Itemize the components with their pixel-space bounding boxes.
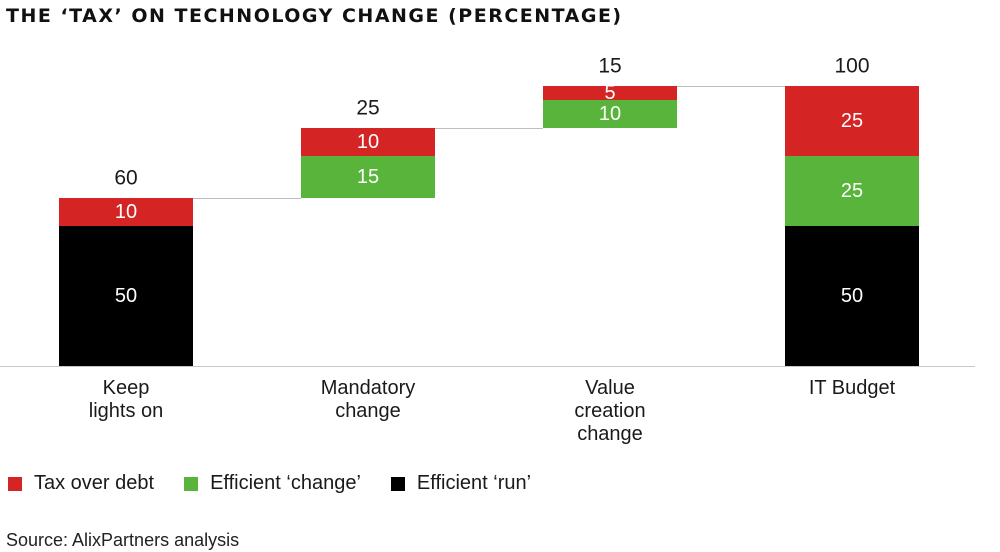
category-label: Mandatory bbox=[321, 377, 416, 399]
category-label: creation bbox=[574, 400, 645, 422]
legend-label-change: Efficient ‘change’ bbox=[210, 472, 361, 494]
category-label: Keep bbox=[103, 377, 150, 399]
bar-segment-tax bbox=[785, 86, 919, 156]
bar-segment-change bbox=[301, 156, 435, 198]
legend-label-run: Efficient ‘run’ bbox=[416, 472, 532, 494]
total-value-label: 100 bbox=[834, 55, 869, 78]
legend-item-tax: Tax over debt bbox=[8, 472, 154, 495]
segment-value-label: 10 bbox=[357, 131, 379, 153]
segment-value-label: 25 bbox=[841, 180, 863, 202]
category-label: IT Budget bbox=[809, 377, 896, 399]
bar-segment-run bbox=[785, 226, 919, 366]
legend-swatch-change bbox=[184, 476, 199, 491]
bar-segment-tax bbox=[301, 128, 435, 156]
legend-swatch-run bbox=[390, 476, 405, 491]
total-value-label: 15 bbox=[598, 55, 621, 78]
legend-label-tax: Tax over debt bbox=[34, 472, 155, 494]
category-label: change bbox=[335, 400, 401, 422]
bar-segment-tax bbox=[543, 86, 677, 100]
legend-item-change: Efficient ‘change’ bbox=[184, 472, 361, 495]
bar-segment-run bbox=[59, 226, 193, 366]
segment-value-label: 5 bbox=[604, 82, 615, 104]
segment-value-label: 50 bbox=[115, 285, 137, 307]
category-label: Value bbox=[585, 377, 635, 399]
segment-value-label: 10 bbox=[599, 103, 621, 125]
category-label: lights on bbox=[89, 400, 164, 422]
total-value-label: 60 bbox=[114, 167, 137, 190]
legend: Tax over debt Efficient ‘change’ Efficie… bbox=[8, 472, 561, 495]
category-label: change bbox=[577, 423, 643, 445]
bar-segment-change bbox=[785, 156, 919, 226]
bar-segment-tax bbox=[59, 198, 193, 226]
segment-value-label: 25 bbox=[841, 110, 863, 132]
segment-value-label: 50 bbox=[841, 285, 863, 307]
total-value-label: 25 bbox=[356, 97, 379, 120]
bar-segment-change bbox=[543, 100, 677, 128]
legend-swatch-tax bbox=[8, 476, 22, 491]
source-note: Source: AlixPartners analysis bbox=[6, 530, 240, 550]
chart-title: THE ‘TAX’ ON TECHNOLOGY CHANGE (PERCENTA… bbox=[6, 5, 623, 27]
legend-item-run: Efficient ‘run’ bbox=[390, 472, 532, 495]
segment-value-label: 15 bbox=[357, 166, 379, 188]
segment-value-label: 10 bbox=[115, 201, 137, 223]
